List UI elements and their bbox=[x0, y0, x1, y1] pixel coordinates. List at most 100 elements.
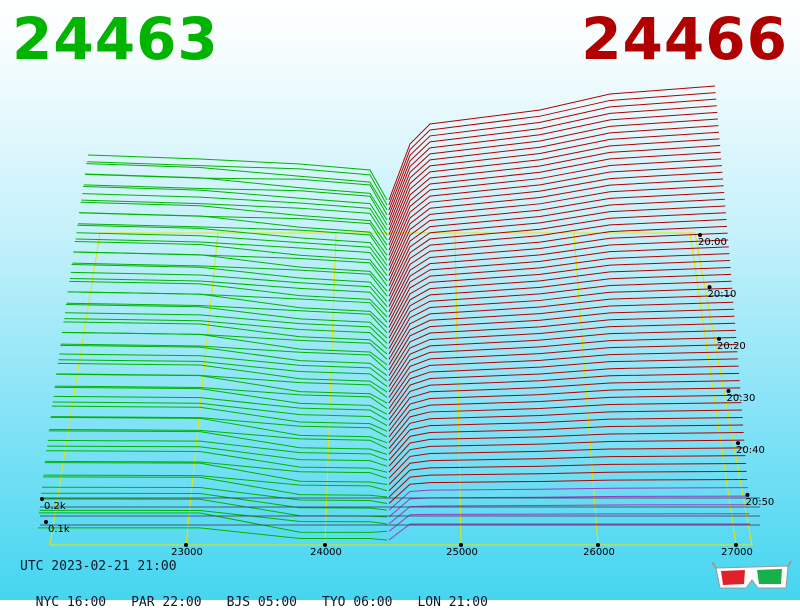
price-gridline bbox=[454, 232, 462, 546]
3d-glasses-icon[interactable] bbox=[712, 558, 792, 594]
ask-depth-line bbox=[388, 409, 742, 449]
utc-clock: UTC 2023-02-21 21:00 bbox=[20, 559, 177, 574]
bid-depth-line bbox=[51, 405, 388, 432]
bid-depth-line bbox=[55, 385, 388, 410]
volume-tick-label: 0.2k bbox=[44, 501, 66, 512]
ask-depth-line bbox=[388, 504, 749, 525]
bid-depth-line bbox=[49, 428, 388, 449]
bid-depth-line bbox=[39, 509, 388, 525]
bid-depth-line bbox=[64, 318, 388, 350]
bid-depth-line bbox=[67, 291, 388, 328]
bid-depth-line bbox=[78, 223, 388, 261]
time-tick-label: 20:20 bbox=[717, 341, 746, 352]
bid-depth-line bbox=[87, 161, 388, 206]
price-tick-label: 27000 bbox=[721, 547, 753, 558]
volume-tick-dot bbox=[44, 520, 48, 524]
time-tick-label: 20:40 bbox=[736, 445, 765, 456]
bid-depth-line bbox=[63, 321, 388, 355]
price-tick-label: 25000 bbox=[446, 547, 478, 558]
bid-depth-line bbox=[53, 395, 388, 421]
bid-depth-line bbox=[60, 343, 388, 371]
bid-depth-line bbox=[38, 527, 388, 541]
price-tick-dot bbox=[596, 543, 600, 547]
time-tick-label: 20:30 bbox=[727, 393, 756, 404]
ask-depth-line bbox=[388, 351, 738, 404]
ask-depth-line bbox=[388, 111, 718, 221]
volume-axis: 0.1k 0.2k bbox=[40, 497, 70, 535]
ask-depth-line bbox=[388, 158, 722, 256]
bid-depth-line bbox=[46, 450, 388, 473]
ask-depth-line bbox=[388, 225, 728, 307]
bid-depth-line bbox=[51, 416, 388, 438]
price-tick-label: 23000 bbox=[171, 547, 203, 558]
bid-price: 24463 bbox=[12, 5, 219, 73]
time-tick-dot bbox=[707, 285, 712, 290]
time-tick-label: 20:50 bbox=[745, 497, 774, 508]
price-axis: 23000 24000 25000 26000 27000 bbox=[171, 543, 753, 558]
bid-depth-line bbox=[72, 262, 388, 297]
bid-depth-line bbox=[56, 373, 388, 398]
ask-depth-line bbox=[388, 301, 734, 366]
ask-depth-line bbox=[388, 394, 741, 438]
ask-depth-line bbox=[388, 105, 717, 216]
ask-depth-line bbox=[388, 260, 730, 334]
clock-tyo: TYO 06:00 bbox=[322, 595, 393, 610]
price-tick-dot bbox=[459, 543, 463, 547]
bid-depth-line bbox=[41, 492, 388, 511]
ask-depth-line bbox=[388, 246, 729, 323]
price-tick-label: 26000 bbox=[583, 547, 615, 558]
ask-depth-line bbox=[388, 280, 732, 349]
bid-depth-line bbox=[77, 224, 388, 266]
ask-depth-line bbox=[388, 145, 721, 246]
bid-depth-line bbox=[48, 430, 388, 455]
depth-chart: 20:00 20:10 20:20 20:30 20:40 20:50 23000 2400… bbox=[38, 85, 774, 558]
bid-depth-line bbox=[61, 332, 388, 366]
ask-depth-line bbox=[388, 151, 721, 251]
bid-depth-line bbox=[65, 304, 388, 339]
clock-par: PAR 22:00 bbox=[131, 595, 202, 610]
bid-depth-line bbox=[47, 439, 388, 461]
ask-depth-line bbox=[388, 523, 750, 541]
bid-depth-line bbox=[81, 199, 388, 241]
price-gridline bbox=[689, 232, 737, 546]
depth-lines bbox=[38, 85, 760, 541]
ask-depth-line bbox=[388, 125, 719, 231]
ask-depth-line bbox=[388, 212, 726, 297]
bid-depth-line bbox=[84, 173, 388, 221]
ask-depth-line bbox=[388, 266, 731, 339]
ask-depth-line bbox=[388, 198, 725, 287]
volume-tick-label: 0.1k bbox=[48, 524, 70, 535]
ask-price: 24466 bbox=[581, 5, 788, 73]
ask-depth-line bbox=[388, 402, 742, 444]
bid-depth-line bbox=[83, 186, 388, 231]
time-tick-dot bbox=[698, 233, 702, 237]
clock-lon: LON 21:00 bbox=[417, 595, 488, 610]
ask-depth-line bbox=[388, 380, 740, 426]
bid-depth-line bbox=[50, 416, 388, 444]
ask-depth-line bbox=[388, 470, 747, 498]
ask-depth-line bbox=[388, 171, 723, 266]
world-clocks: NYC 16:00 PAR 22:00 BJS 05:00 TYO 06:00 LON … bbox=[20, 580, 513, 610]
bid-depth-line bbox=[58, 359, 388, 387]
ask-depth-line bbox=[388, 92, 716, 206]
ask-depth-line bbox=[388, 513, 750, 532]
bid-depth-line bbox=[38, 512, 388, 533]
bid-depth-line bbox=[74, 241, 388, 282]
bid-depth-line bbox=[75, 238, 388, 276]
ask-depth-line bbox=[388, 205, 726, 292]
ask-depth-line bbox=[388, 487, 748, 511]
ask-depth-line bbox=[388, 138, 720, 241]
ask-depth-line bbox=[388, 495, 749, 518]
ask-depth-line bbox=[388, 98, 717, 211]
ask-depth-line bbox=[388, 322, 736, 382]
ask-depth-line bbox=[388, 365, 739, 415]
ask-depth-line bbox=[388, 239, 729, 318]
price-tick-dot bbox=[184, 543, 188, 547]
ask-depth-line bbox=[388, 387, 741, 432]
bid-depth-line bbox=[43, 474, 388, 492]
ask-depth-line bbox=[388, 191, 725, 281]
ask-depth-line bbox=[388, 294, 733, 360]
ask-depth-line bbox=[388, 329, 736, 387]
bid-depth-line bbox=[59, 353, 388, 382]
bid-depth-line bbox=[76, 232, 388, 271]
